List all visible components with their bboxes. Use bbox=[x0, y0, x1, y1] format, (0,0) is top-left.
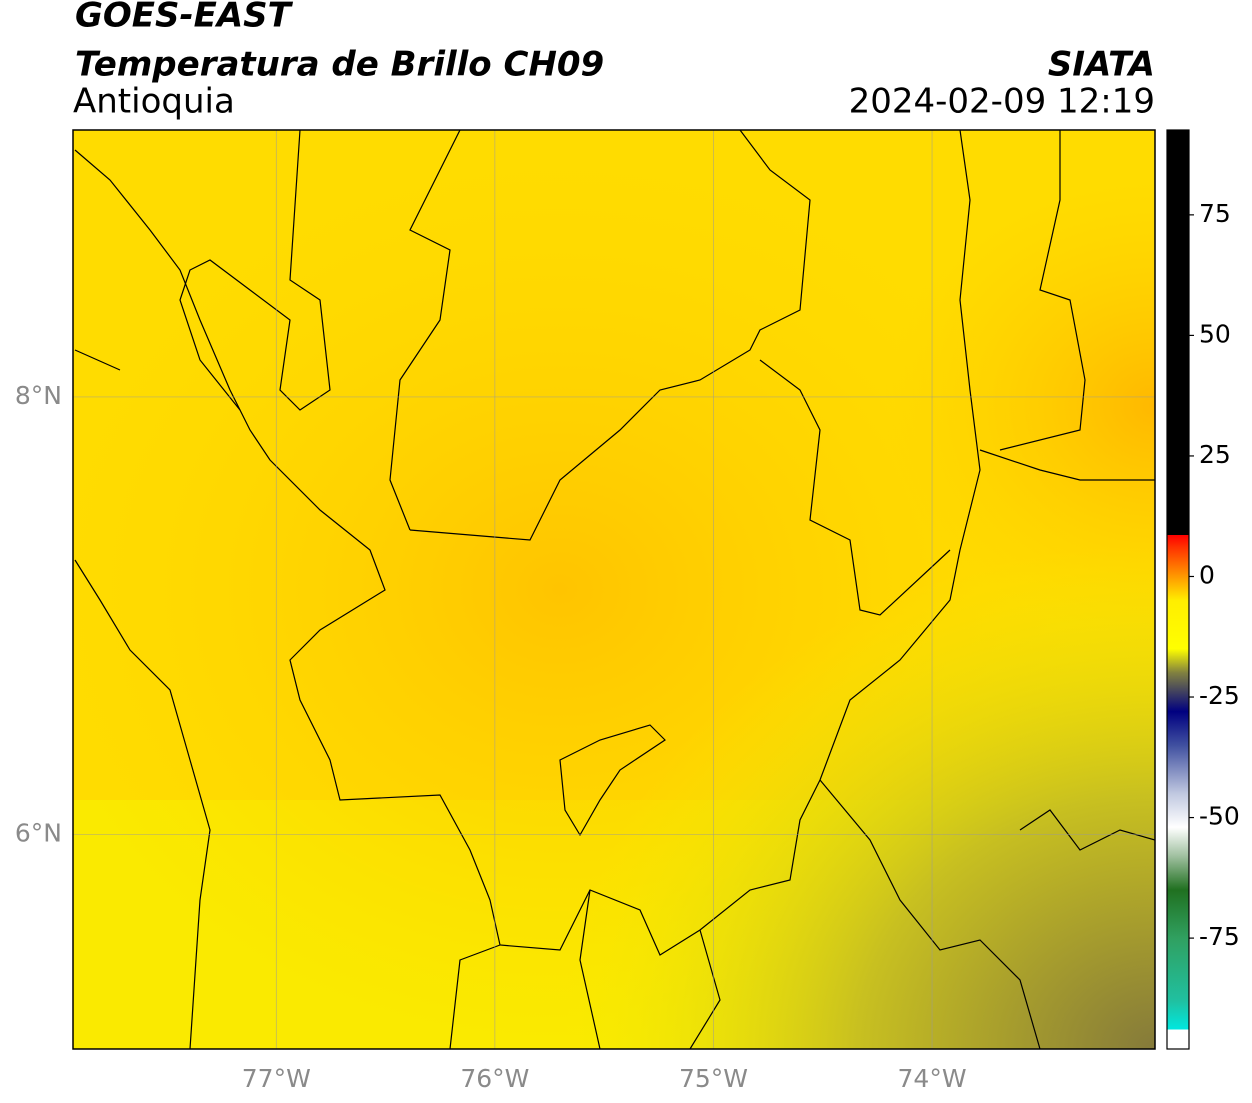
datetime: 2024-02-09 12:19 bbox=[849, 82, 1155, 122]
map-frame bbox=[72, 129, 1156, 1050]
subtitle: Temperatura de Brillo CH09 bbox=[75, 45, 604, 85]
colorbar-tick-label: 75 bbox=[1199, 199, 1231, 228]
colorbar-tick-label: 25 bbox=[1199, 440, 1231, 469]
source: SIATA bbox=[1048, 45, 1155, 85]
colorbar-tick-label: -50 bbox=[1199, 802, 1240, 831]
field-cold bbox=[73, 130, 1155, 1049]
colorbar bbox=[1166, 129, 1190, 1050]
y-tick-label: 8°N bbox=[15, 381, 62, 410]
region: Antioquia bbox=[73, 82, 235, 122]
x-tick-label: 77°W bbox=[242, 1064, 311, 1093]
x-tick-label: 74°W bbox=[898, 1064, 967, 1093]
x-tick-label: 75°W bbox=[679, 1064, 748, 1093]
grid bbox=[73, 130, 1155, 1049]
colorbar-tick-label: -25 bbox=[1199, 681, 1240, 710]
colorbar-tick-label: 50 bbox=[1199, 319, 1231, 348]
title: GOES-EAST bbox=[75, 0, 294, 36]
colorbar-tick-label: 0 bbox=[1199, 560, 1215, 589]
colorbar-tick-label: -75 bbox=[1199, 922, 1240, 951]
map-field bbox=[73, 130, 1155, 1049]
y-tick-label: 6°N bbox=[15, 819, 62, 848]
x-tick-label: 76°W bbox=[460, 1064, 529, 1093]
